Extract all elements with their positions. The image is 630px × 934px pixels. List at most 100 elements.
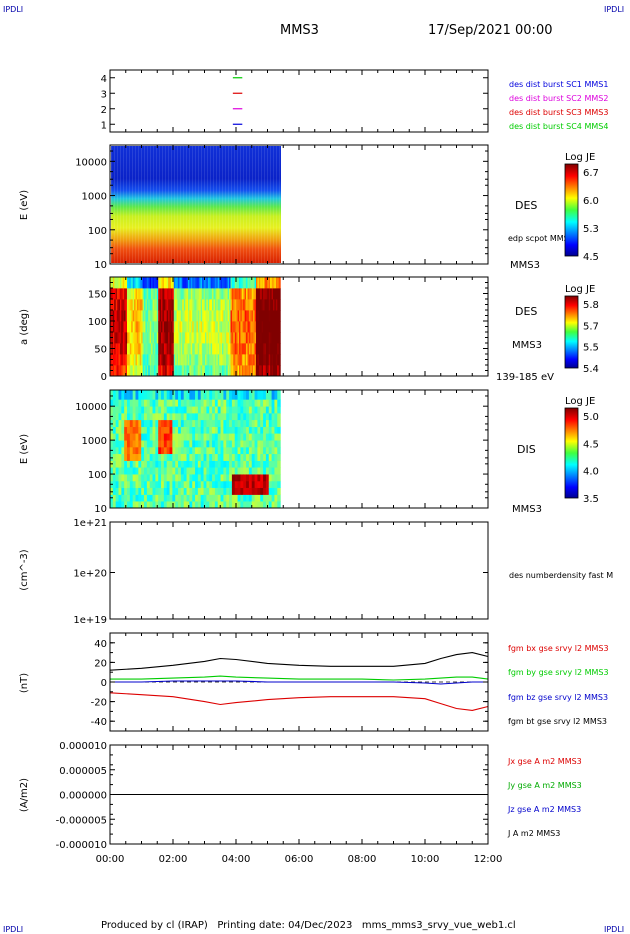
des-pitch-cell	[169, 332, 172, 344]
dis-energy-cell	[226, 494, 230, 502]
des-pitch-cell	[170, 310, 173, 322]
dis-energy-cell	[214, 440, 219, 448]
dis-energy-cell	[257, 474, 261, 482]
dis-energy-cell	[192, 390, 196, 400]
des-pitch-cell	[251, 321, 254, 333]
dis-energy-cell	[229, 446, 233, 455]
dis-energy-cell	[212, 460, 216, 468]
dis-energy-cell	[144, 440, 148, 448]
dis-energy-cell	[197, 406, 202, 414]
dis-energy-cell	[180, 426, 185, 434]
dis-energy-cell	[260, 413, 264, 421]
des-pitch-cell	[145, 343, 148, 355]
dis-energy-cell	[220, 474, 224, 482]
des-pitch-cell	[159, 354, 162, 366]
dis-energy-cell	[192, 419, 196, 428]
des-pitch-cell	[251, 299, 254, 311]
dis-energy-cell	[178, 390, 182, 400]
des-pitch-cell	[172, 310, 175, 322]
dis-energy-cell	[127, 399, 131, 407]
dis-energy-cell	[234, 426, 239, 434]
des-pitch-cell	[145, 299, 148, 311]
des-pitch-cell	[221, 299, 224, 311]
des-pitch-cell	[197, 332, 200, 344]
dis-energy-cell	[180, 453, 185, 461]
des-pitch-cell	[260, 365, 263, 377]
dis-energy-cell	[251, 494, 256, 502]
dis-energy-cell	[155, 440, 159, 448]
dis-energy-cell	[268, 453, 273, 461]
des-pitch-cell	[153, 321, 156, 333]
dis-energy-cell	[209, 487, 213, 495]
dis-energy-cell	[206, 390, 210, 400]
time-axis: 00:00 02:00 04:00 06:00 08:00 10:00 12:00	[96, 70, 502, 865]
panel-density-frame	[109, 521, 489, 620]
dis-energy-cell	[243, 433, 247, 441]
dis-energy-cell	[175, 406, 179, 414]
des-pitch-cell	[251, 277, 254, 289]
des-pitch-cell	[131, 321, 134, 333]
des-pitch-cell	[277, 288, 280, 300]
dis-energy-cell	[110, 440, 114, 448]
dis-energy-cell	[234, 399, 239, 407]
des-pitch-cell	[185, 299, 188, 311]
dis-energy-cell	[110, 390, 114, 400]
dis-energy-cell	[158, 487, 162, 495]
des-pitch-cell	[185, 277, 188, 289]
des-pitch-cell	[246, 310, 249, 322]
des-pitch-cell	[221, 343, 224, 355]
des-pitch-cell	[273, 288, 276, 300]
des-pitch-cell	[151, 299, 154, 311]
dis-energy-cell	[240, 390, 244, 400]
dis-energy-cell	[163, 426, 168, 434]
des-pitch-cell	[197, 277, 200, 289]
dis-energy-cell	[163, 433, 168, 441]
dis-energy-cell	[175, 390, 179, 400]
dis-energy-cell	[141, 426, 145, 434]
des-pitch-cell	[168, 277, 171, 289]
des-pitch-cell	[216, 288, 219, 300]
des-pitch-cell	[204, 299, 207, 311]
dis-energy-cell	[197, 494, 202, 502]
des-pitch-cell	[216, 310, 219, 322]
dis-energy-cell	[203, 460, 207, 468]
des-pitch-cell	[227, 310, 230, 322]
des-pitch-cell	[247, 365, 250, 377]
des-pitch-cell	[227, 332, 230, 344]
dis-energy-cell	[214, 426, 219, 434]
dis-energy-cell	[178, 440, 182, 448]
des-pitch-cell	[210, 354, 213, 366]
des-pitch-cell	[274, 310, 277, 322]
des-pitch-cell	[195, 332, 198, 344]
dis-energy-cell	[163, 440, 168, 448]
des-pitch-cell	[183, 277, 186, 289]
dis-energy-cell	[226, 480, 230, 488]
dis-energy-cell	[248, 426, 253, 434]
des-pitch-cell	[183, 299, 186, 311]
dis-energy-species-label: DIS	[517, 443, 536, 456]
dis-energy-cell	[257, 390, 261, 400]
des-pitch-cell	[127, 310, 130, 322]
des-pitch-cell	[214, 354, 217, 366]
dis-energy-cell	[197, 426, 202, 434]
dis-energy-cell	[229, 474, 233, 482]
dis-energy-cell	[189, 487, 193, 495]
dis-energy-cell	[192, 399, 196, 407]
dis-energy-cell	[246, 487, 250, 495]
des-pitch-cell	[265, 277, 268, 289]
des-pitch-cell	[238, 332, 242, 344]
dis-energy-cell	[183, 440, 188, 448]
des-pitch-cell	[186, 288, 189, 300]
dis-energy-cell	[166, 467, 171, 475]
des-pitch-cell	[251, 288, 254, 300]
dis-energy-cell	[237, 413, 242, 421]
des-pitch-cell	[250, 332, 253, 344]
dis-energy-cell	[263, 487, 267, 495]
dis-energy-cell	[237, 480, 242, 488]
dis-energy-cell	[240, 467, 244, 475]
dis-energy-cell	[183, 501, 188, 509]
des-pitch-cell	[265, 321, 268, 333]
dis-energy-cell	[209, 494, 213, 502]
des-pitch-cell	[200, 343, 203, 355]
des-pitch-cell	[261, 299, 264, 311]
